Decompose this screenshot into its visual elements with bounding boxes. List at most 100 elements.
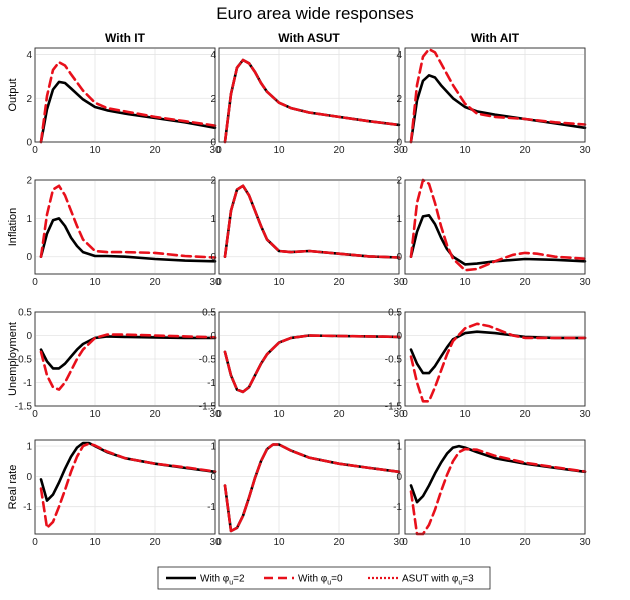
- y-tick-label: 2: [396, 94, 402, 105]
- x-tick-label: 10: [459, 277, 471, 288]
- panel: 0 10 20 30-101: [23, 439, 221, 548]
- y-tick-label: 0: [210, 472, 216, 483]
- plot-border: [218, 179, 400, 275]
- y-tick-label: -1.5: [15, 402, 33, 413]
- panel: 0 10 20 30-101: [207, 439, 405, 548]
- y-tick-label: -0.5: [385, 355, 403, 366]
- y-tick-label: 2: [210, 176, 216, 187]
- x-tick-label: 10: [459, 409, 471, 420]
- plot-border: [34, 311, 216, 407]
- panel: 0 10 20 30-1.5-1-0.500.5: [199, 308, 405, 421]
- series-line-dashed: [39, 333, 217, 391]
- y-tick-label: 0.5: [18, 308, 32, 319]
- column-title: With IT: [105, 31, 146, 45]
- panel: 0 10 20 30-1.5-1-0.500.5: [15, 308, 221, 421]
- x-tick-label: 20: [149, 409, 161, 420]
- y-tick-label: -1: [393, 502, 402, 513]
- series-line-dashed: [409, 47, 587, 144]
- x-tick-label: 10: [89, 145, 101, 156]
- plot-border: [34, 179, 216, 275]
- plot-border: [404, 179, 586, 275]
- x-tick-label: 10: [273, 537, 285, 548]
- x-tick-label: 30: [579, 145, 591, 156]
- y-tick-label: 0: [396, 331, 402, 342]
- plot-area: [34, 439, 216, 535]
- y-tick-label: -1: [23, 378, 32, 389]
- x-tick-label: 30: [393, 409, 405, 420]
- x-tick-label: 10: [89, 409, 101, 420]
- x-tick-label: 0: [32, 145, 38, 156]
- y-tick-label: 0: [26, 252, 32, 263]
- x-tick-label: 0: [32, 277, 38, 288]
- y-tick-label: -0.5: [199, 355, 217, 366]
- x-tick-label: 20: [519, 409, 531, 420]
- column-title: With AIT: [471, 31, 520, 45]
- series-line-dotted: [223, 334, 400, 393]
- y-tick-label: 0: [26, 138, 32, 149]
- plot-area: [218, 439, 400, 535]
- x-tick-label: 30: [579, 409, 591, 420]
- y-tick-label: -1.5: [385, 402, 403, 413]
- x-tick-label: 0: [216, 537, 222, 548]
- y-tick-label: 4: [210, 50, 216, 61]
- x-tick-label: 20: [519, 145, 531, 156]
- panel: 0 10 20 30-1.5-1-0.500.5: [385, 308, 591, 421]
- y-tick-label: 0: [26, 331, 32, 342]
- x-tick-label: 20: [149, 145, 161, 156]
- y-tick-label: 1: [396, 214, 402, 225]
- y-tick-label: 0: [210, 252, 216, 263]
- legend-label: With φu=2: [200, 574, 245, 587]
- x-tick-label: 30: [579, 537, 591, 548]
- x-tick-label: 20: [519, 537, 531, 548]
- y-tick-label: 1: [396, 442, 402, 453]
- x-tick-label: 0: [216, 409, 222, 420]
- plot-border: [34, 439, 216, 535]
- y-tick-label: -1: [23, 502, 32, 513]
- legend: With φu=2 With φu=0 ASUT with φu=3: [157, 566, 491, 590]
- x-tick-label: 10: [273, 409, 285, 420]
- y-tick-label: 0: [396, 138, 402, 149]
- x-tick-label: 20: [333, 537, 345, 548]
- x-tick-label: 10: [273, 145, 285, 156]
- x-tick-label: 0: [32, 537, 38, 548]
- panel: 0 10 20 30-101: [393, 439, 591, 548]
- row-label: Unemployment: [7, 322, 19, 396]
- legend-box: [157, 566, 491, 590]
- y-tick-label: 0: [210, 138, 216, 149]
- series-line-dotted: [223, 58, 400, 143]
- plot-area: [404, 47, 586, 143]
- plot-border: [218, 311, 400, 407]
- y-tick-label: -1: [207, 502, 216, 513]
- y-tick-label: 0.5: [202, 308, 216, 319]
- column-title: With ASUT: [278, 31, 340, 45]
- x-tick-label: 0: [32, 409, 38, 420]
- x-tick-label: 10: [89, 537, 101, 548]
- y-tick-label: 2: [26, 94, 32, 105]
- plot-area: [34, 47, 216, 143]
- series-line-dotted: [223, 184, 400, 259]
- y-tick-label: -1: [207, 378, 216, 389]
- x-tick-label: 20: [333, 409, 345, 420]
- y-tick-label: 1: [26, 442, 32, 453]
- series-line-dashed: [39, 442, 217, 530]
- x-tick-label: 0: [402, 145, 408, 156]
- y-tick-label: 2: [26, 176, 32, 187]
- plot-border: [404, 47, 586, 143]
- plot-border: [218, 439, 400, 535]
- y-tick-label: 2: [396, 176, 402, 187]
- y-tick-label: -1.5: [199, 402, 217, 413]
- y-tick-label: 4: [396, 50, 402, 61]
- x-tick-label: 30: [393, 277, 405, 288]
- y-tick-label: 1: [26, 214, 32, 225]
- plot-border: [404, 311, 586, 407]
- legend-label: With φu=0: [298, 574, 343, 587]
- x-tick-label: 20: [519, 277, 531, 288]
- x-tick-label: 30: [393, 145, 405, 156]
- plot-border: [218, 47, 400, 143]
- x-tick-label: 0: [216, 145, 222, 156]
- series-line-dashed: [39, 60, 217, 144]
